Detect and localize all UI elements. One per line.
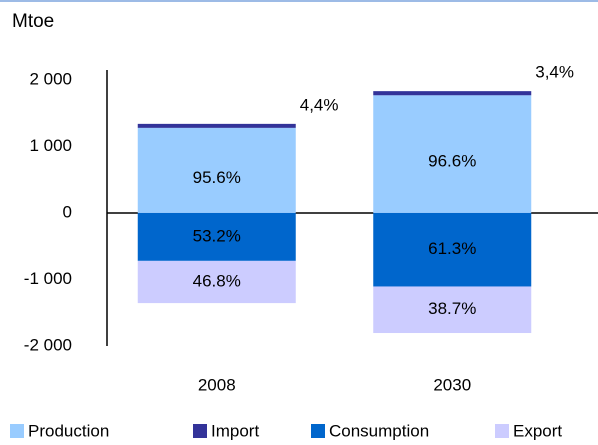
legend-swatch [193, 424, 207, 438]
bar-segment [137, 123, 296, 128]
legend-label: Import [211, 421, 259, 440]
x-tick-label: 2008 [198, 375, 236, 394]
bar-segment [373, 95, 532, 213]
legend-swatch [10, 424, 24, 438]
share-label: 46.8% [193, 271, 241, 290]
share-label: 95.6% [193, 168, 241, 187]
share-label: 38.7% [428, 299, 476, 318]
axis-unit-title: Mtoe [12, 11, 54, 32]
legend-label: Consumption [329, 421, 429, 440]
bar-segment [137, 260, 296, 304]
legend-swatch [311, 424, 325, 438]
y-tick-label: -2 000 [24, 335, 72, 354]
bar-segment [137, 212, 296, 261]
bar-segment [373, 91, 532, 96]
bar-segment [137, 127, 296, 213]
bar-segment [373, 212, 532, 287]
x-tick-label: 2030 [433, 375, 471, 394]
y-tick-label: 0 [63, 202, 72, 221]
share-label: 4,4% [300, 95, 339, 114]
legend-label: Production [28, 421, 109, 440]
share-label: 96.6% [428, 152, 476, 171]
legend-label: Export [513, 421, 562, 440]
share-label: 61.3% [428, 239, 476, 258]
share-label: 53.2% [193, 226, 241, 245]
top-border [0, 0, 598, 2]
y-tick-label: 1 000 [29, 136, 72, 155]
legend-swatch [495, 424, 509, 438]
y-tick-label: -1 000 [24, 269, 72, 288]
bar-segment [373, 286, 532, 334]
y-tick-label: 2 000 [29, 69, 72, 88]
share-label: 3,4% [535, 63, 574, 82]
